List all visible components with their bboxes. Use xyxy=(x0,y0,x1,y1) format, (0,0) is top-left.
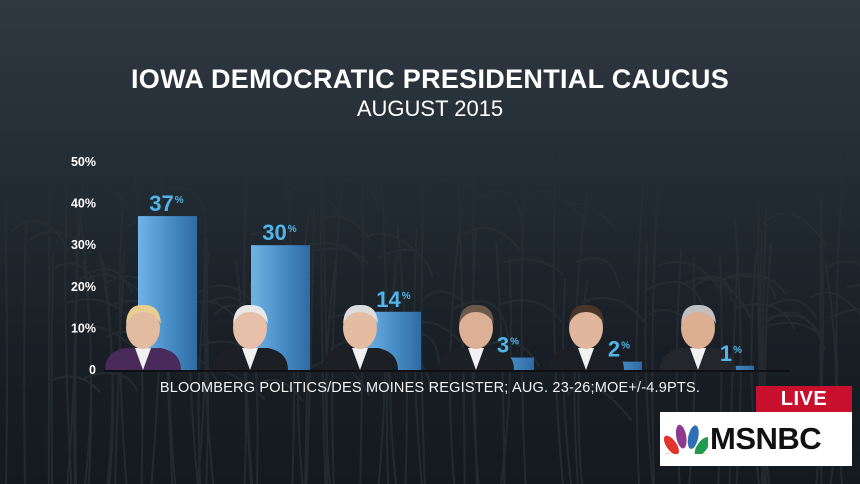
bar-value-suffix: % xyxy=(175,195,184,206)
live-label: LIVE xyxy=(756,386,852,412)
candidate-portrait xyxy=(105,304,181,370)
bar-value-label: 3 xyxy=(497,333,509,358)
bar-value-suffix: % xyxy=(733,345,742,356)
chart-title: IOWA DEMOCRATIC PRESIDENTIAL CAUCUS xyxy=(130,64,729,94)
y-tick-label: 20% xyxy=(71,280,96,294)
y-tick-label: 40% xyxy=(71,197,96,211)
bar-value-suffix: % xyxy=(288,224,297,235)
y-tick-label: 30% xyxy=(71,238,96,252)
bar-value-label: 2 xyxy=(608,337,620,362)
candidate-portrait xyxy=(212,304,288,370)
bar-value-label: 14 xyxy=(376,287,401,312)
bar-value-label: 1 xyxy=(720,341,732,366)
bar-value-suffix: % xyxy=(621,341,630,352)
chart-subtitle: AUGUST 2015 xyxy=(356,96,504,121)
bar-value-label: 30 xyxy=(262,220,286,245)
candidate-portrait xyxy=(322,304,398,370)
y-tick-label: 50% xyxy=(71,155,96,169)
candidate-portrait xyxy=(660,304,736,370)
bar-value-suffix: % xyxy=(510,337,519,348)
bar-value-suffix: % xyxy=(402,291,411,302)
candidate-portrait xyxy=(548,304,624,370)
msnbc-logo: MSNBC xyxy=(660,412,852,466)
y-tick-label: 0 xyxy=(89,363,96,377)
peacock-icon xyxy=(664,424,708,454)
source-note: BLOOMBERG POLITICS/DES MOINES REGISTER; … xyxy=(159,380,701,396)
bar-value-label: 37 xyxy=(149,191,173,216)
msnbc-live-badge: LIVE MSNBC xyxy=(660,386,852,466)
candidate-portrait xyxy=(438,304,514,370)
y-tick-label: 10% xyxy=(71,321,96,335)
network-name: MSNBC xyxy=(710,421,822,456)
